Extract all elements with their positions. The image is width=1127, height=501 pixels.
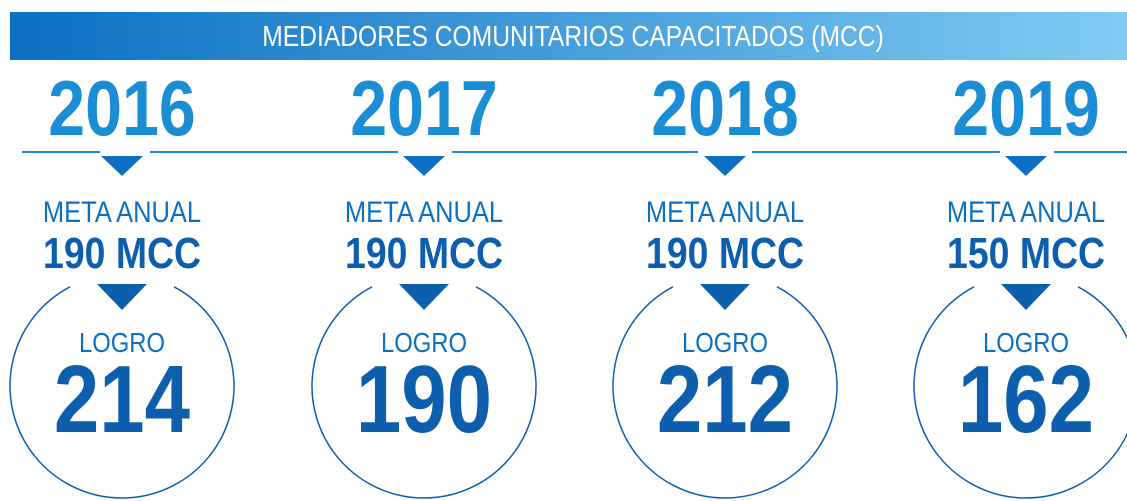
meta-value-group: 190 MCC: [646, 228, 804, 278]
logro-label-group: LOGRO: [682, 326, 768, 358]
pointer-triangle: [700, 284, 750, 310]
logro-circle: [9, 286, 235, 499]
logro-value-group: 212: [657, 345, 793, 453]
pointer-triangle: [403, 156, 445, 176]
meta-value-group: 190 MCC: [345, 228, 503, 278]
year: 2017: [350, 65, 497, 152]
header-title: MEDIADORES COMUNITARIOS CAPACITADOS (MCC…: [262, 20, 884, 52]
year-group: 2019: [952, 65, 1099, 152]
meta-label: META ANUAL: [345, 195, 503, 228]
header-group: MEDIADORES COMUNITARIOS CAPACITADOS (MCC…: [262, 20, 884, 52]
logro-label: LOGRO: [682, 326, 768, 358]
pointer-triangle: [1005, 156, 1047, 176]
year: 2016: [48, 65, 195, 152]
logro-value: 162: [958, 345, 1094, 453]
pointer-triangle: [704, 156, 746, 176]
meta-label-group: META ANUAL: [43, 195, 201, 228]
meta-value-group: 150 MCC: [947, 228, 1105, 278]
pointer-triangle: [1001, 284, 1051, 310]
logro-value-group: 214: [54, 345, 191, 453]
meta-label-group: META ANUAL: [646, 195, 804, 228]
logro-label-group: LOGRO: [381, 326, 467, 358]
logro-circle: [612, 286, 838, 499]
meta-label: META ANUAL: [947, 195, 1105, 228]
logro-value: 190: [356, 345, 492, 453]
meta-value: 190 MCC: [345, 228, 503, 278]
year-group: 2018: [651, 65, 798, 152]
logro-value: 214: [54, 345, 191, 453]
year-group: 2016: [48, 65, 195, 152]
logro-circle: [913, 286, 1127, 499]
meta-label-group: META ANUAL: [947, 195, 1105, 228]
meta-value: 150 MCC: [947, 228, 1105, 278]
year: 2018: [651, 65, 798, 152]
meta-value-group: 190 MCC: [43, 228, 201, 278]
logro-value-group: 162: [958, 345, 1094, 453]
logro-circle: [311, 286, 537, 499]
year-group: 2017: [350, 65, 497, 152]
meta-label-group: META ANUAL: [345, 195, 503, 228]
logro-label-group: LOGRO: [79, 326, 165, 358]
meta-value: 190 MCC: [43, 228, 201, 278]
pointer-triangle: [97, 284, 147, 310]
logro-label: LOGRO: [983, 326, 1069, 358]
logro-value: 212: [657, 345, 793, 453]
logro-label-group: LOGRO: [983, 326, 1069, 358]
logro-label: LOGRO: [79, 326, 165, 358]
logro-label: LOGRO: [381, 326, 467, 358]
pointer-triangle: [399, 284, 449, 310]
logro-value-group: 190: [356, 345, 492, 453]
header-bar: [10, 12, 1127, 60]
meta-label: META ANUAL: [646, 195, 804, 228]
year: 2019: [952, 65, 1099, 152]
pointer-triangle: [101, 156, 143, 176]
meta-label: META ANUAL: [43, 195, 201, 228]
meta-value: 190 MCC: [646, 228, 804, 278]
